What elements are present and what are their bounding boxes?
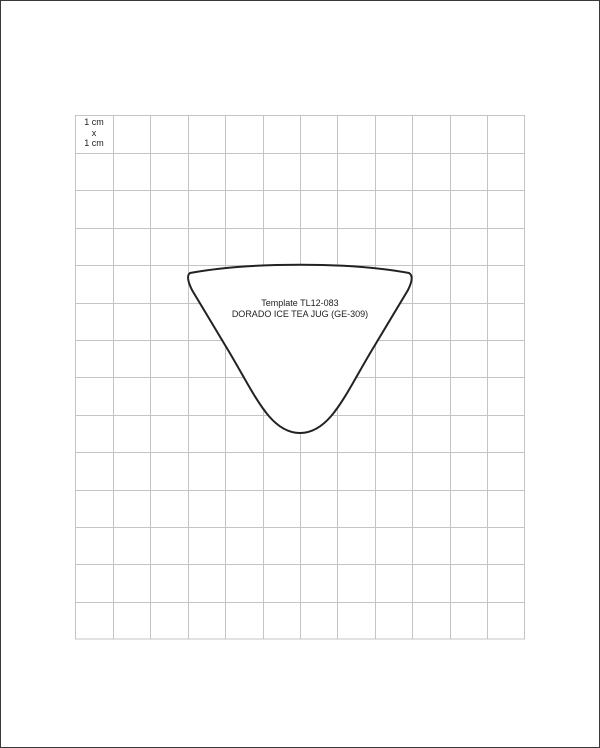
scale-label-line-2: x (91, 127, 97, 138)
scale-label-line-3: 1 cm (84, 138, 104, 148)
scale-label: 1 cm x 1 cm (76, 117, 112, 149)
template-shape-outline (187, 263, 413, 435)
template-product-name: DORADO ICE TEA JUG (GE-309) (231, 309, 369, 319)
template-code: Template TL12-083 (261, 298, 339, 308)
template-label: Template TL12-083 DORADO ICE TEA JUG (GE… (200, 298, 400, 320)
scale-label-line-1: 1 cm (84, 117, 104, 127)
